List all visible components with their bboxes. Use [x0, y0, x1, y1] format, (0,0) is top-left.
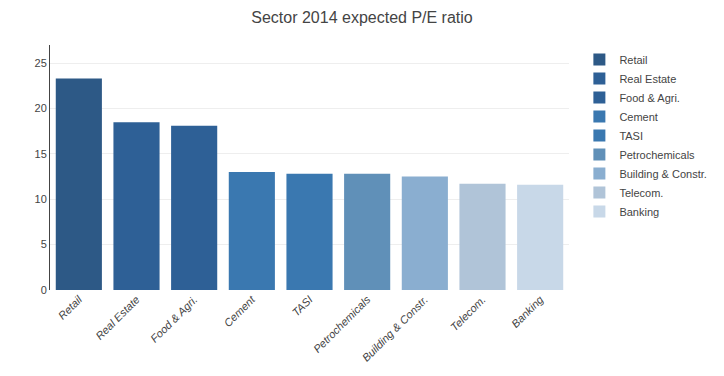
svg-text:Telecom.: Telecom.: [448, 293, 488, 333]
svg-text:Food & Agri.: Food & Agri.: [148, 293, 199, 344]
svg-text:Telecom.: Telecom.: [619, 187, 663, 199]
svg-text:Banking: Banking: [619, 206, 659, 218]
svg-text:0: 0: [41, 284, 47, 296]
svg-text:Petrochemicals: Petrochemicals: [311, 293, 373, 355]
svg-text:15: 15: [35, 148, 47, 160]
svg-text:TASI: TASI: [619, 130, 643, 142]
svg-text:TASI: TASI: [290, 293, 315, 318]
svg-text:Retail: Retail: [56, 293, 85, 322]
svg-text:Cement: Cement: [619, 111, 658, 123]
svg-text:10: 10: [35, 193, 47, 205]
svg-text:5: 5: [41, 238, 47, 250]
svg-text:Real Estate: Real Estate: [93, 293, 142, 342]
svg-text:Banking: Banking: [509, 293, 546, 330]
svg-text:Food & Agri.: Food & Agri.: [619, 92, 680, 104]
svg-text:Sector 2014 expected P/E ratio: Sector 2014 expected P/E ratio: [251, 9, 473, 26]
svg-text:20: 20: [35, 102, 47, 114]
svg-text:Building & Constr.: Building & Constr.: [619, 168, 706, 180]
svg-text:Building & Constr.: Building & Constr.: [360, 293, 430, 363]
svg-text:Retail: Retail: [619, 54, 647, 66]
svg-text:Cement: Cement: [221, 293, 257, 329]
svg-text:Petrochemicals: Petrochemicals: [619, 149, 695, 161]
svg-text:Real Estate: Real Estate: [619, 73, 676, 85]
svg-text:25: 25: [35, 57, 47, 69]
